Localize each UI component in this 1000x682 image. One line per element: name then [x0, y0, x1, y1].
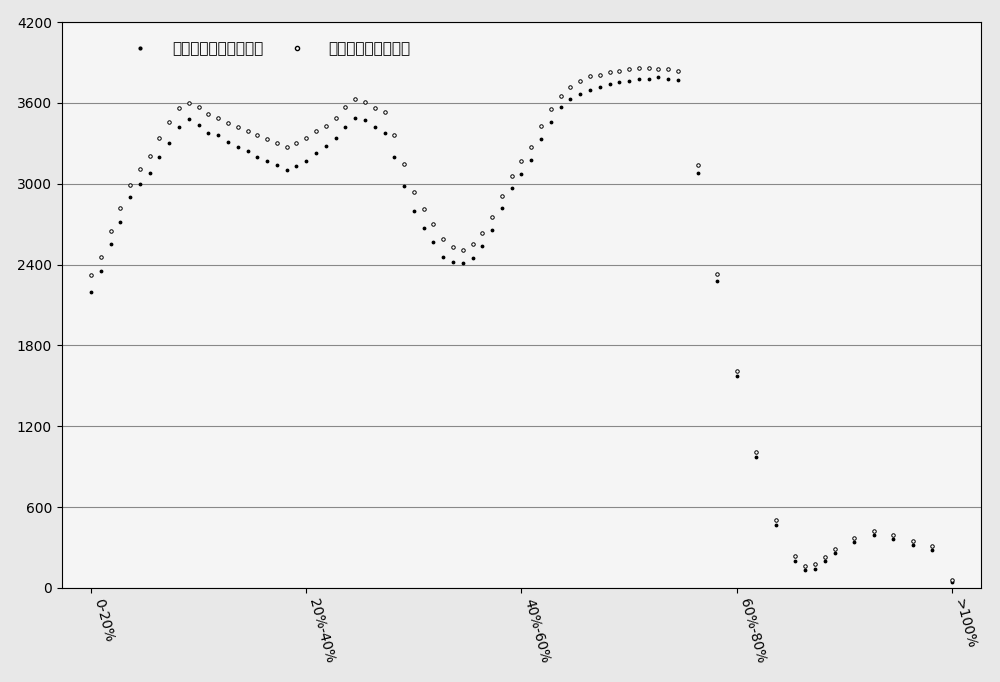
Legend: 三绕组变压器有功损耗, 两台变压器组合方式: 三绕组变压器有功损耗, 两台变压器组合方式	[115, 35, 417, 63]
